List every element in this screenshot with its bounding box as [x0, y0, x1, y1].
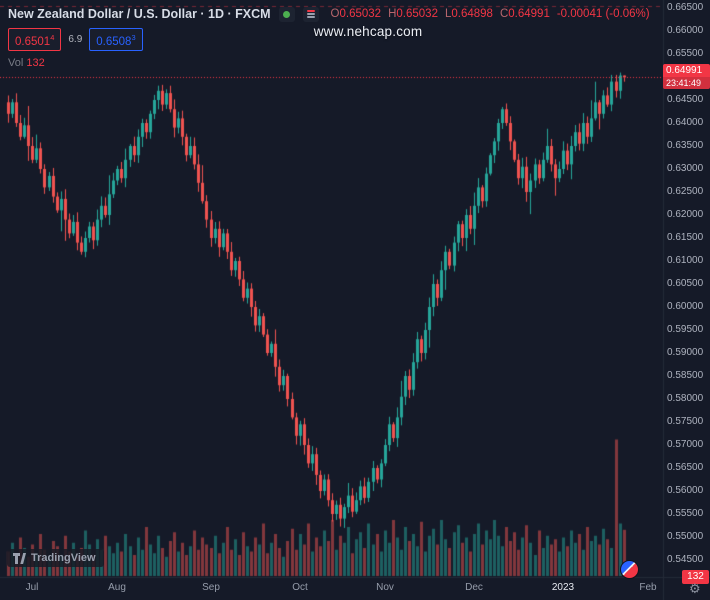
time-axis-label: Aug: [108, 582, 126, 593]
time-axis-label: Oct: [292, 582, 308, 593]
time-axis-label: 2023: [551, 582, 575, 593]
price-axis-label: 0.54500: [667, 554, 704, 565]
green-dot-icon: [283, 10, 291, 18]
price-axis-label: 0.58000: [667, 393, 704, 404]
chart-header: New Zealand Dollar / U.S. Dollar · 1D · …: [8, 5, 650, 69]
price-axis-label: 0.56000: [667, 485, 704, 496]
ohlc-readout: O0.65032 H0.65032 L0.64898 C0.64991 -0.0…: [330, 8, 650, 20]
price-axis-label: 0.59500: [667, 324, 704, 335]
price-axis-label: 0.55000: [667, 531, 704, 542]
price-axis-label: 0.56500: [667, 462, 704, 473]
settings-gear-icon[interactable]: ⚙: [689, 582, 701, 597]
change-value: -0.00041 (-0.06%): [556, 8, 650, 20]
bar-countdown: 23:41:49: [663, 77, 710, 90]
tradingview-logo[interactable]: TradingView: [7, 549, 104, 567]
high-value: 0.65032: [396, 8, 438, 20]
symbol-title[interactable]: New Zealand Dollar / U.S. Dollar · 1D · …: [8, 7, 271, 21]
spread-value: 6.9: [68, 33, 83, 45]
volume-readout: Vol 132: [8, 56, 45, 69]
price-axis-label: 0.60000: [667, 301, 704, 312]
time-axis-label: Dec: [465, 582, 483, 593]
time-axis-label: Sep: [202, 582, 220, 593]
sell-bid-button[interactable]: 0.65014: [8, 28, 62, 51]
volume-axis-label: 132: [682, 570, 709, 584]
price-axis-label: 0.64500: [667, 94, 704, 105]
price-axis-label: 0.57000: [667, 439, 704, 450]
price-axis-label: 0.58500: [667, 370, 704, 381]
open-value: 0.65032: [339, 8, 382, 20]
price-axis-label: 0.55500: [667, 508, 704, 519]
price-axis-label: 0.59000: [667, 347, 704, 358]
volume-value: 132: [26, 56, 45, 69]
price-axis-label: 0.62500: [667, 186, 704, 197]
price-axis-label: 0.62000: [667, 209, 704, 220]
last-price-label: 0.64991 23:41:49: [663, 64, 710, 90]
price-axis-label: 0.61000: [667, 255, 704, 266]
price-axis-label: 0.66500: [667, 2, 704, 13]
low-value: 0.64898: [451, 8, 493, 20]
price-axis-label: 0.61500: [667, 232, 704, 243]
price-axis-label: 0.63000: [667, 163, 704, 174]
time-axis-label: Jul: [25, 582, 39, 593]
object-tree-icon[interactable]: [302, 6, 319, 22]
site-logo-badge-icon[interactable]: [620, 560, 639, 579]
market-status-icon[interactable]: [278, 6, 295, 22]
price-axis-label: 0.66000: [667, 25, 704, 36]
tradingview-glyph-icon: [13, 552, 26, 564]
price-axis-label: 0.65500: [667, 48, 704, 59]
last-price-value: 0.64991: [663, 64, 710, 78]
price-axis-label: 0.57500: [667, 416, 704, 427]
price-axis-label: 0.63500: [667, 140, 704, 151]
time-axis-label: Feb: [639, 582, 657, 593]
price-axis-label: 0.64000: [667, 117, 704, 128]
close-value: 0.64991: [508, 8, 550, 20]
time-axis-label: Nov: [376, 582, 394, 593]
price-axis-label: 0.60500: [667, 278, 704, 289]
watermark-text: www.nehcap.com: [313, 24, 423, 39]
buy-ask-button[interactable]: 0.65083: [89, 28, 143, 51]
